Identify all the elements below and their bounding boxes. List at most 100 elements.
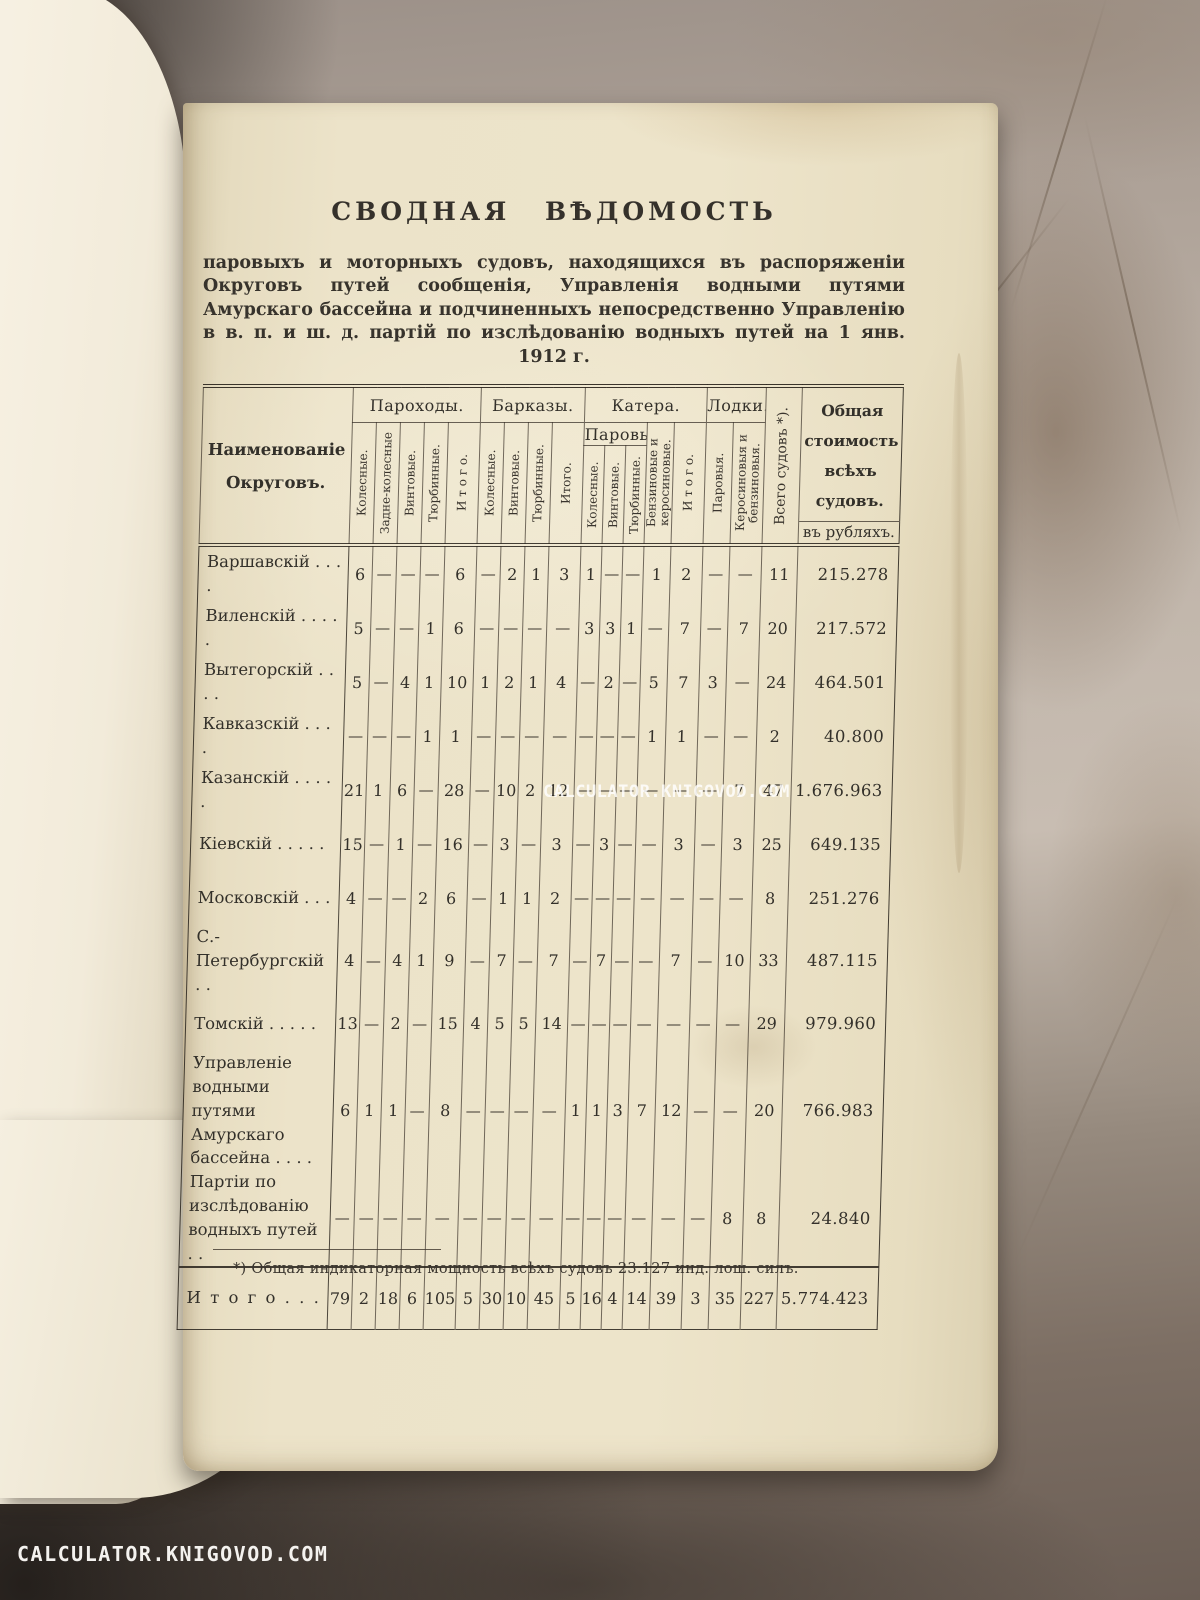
- group-steamships: Пароходы.: [352, 386, 482, 423]
- table-cell: 6: [441, 601, 476, 656]
- table-cell: 4: [338, 871, 364, 926]
- col-barge-screw: Винтовые.: [501, 422, 529, 546]
- table-cell: —: [728, 545, 763, 602]
- table-cell: —: [633, 871, 662, 926]
- table-cell: 7: [589, 925, 613, 997]
- table-cell: 15: [430, 996, 465, 1051]
- table-cell: —: [631, 925, 661, 997]
- table-cell: 1: [619, 601, 643, 656]
- page-curl-shadow: [950, 353, 968, 873]
- table-cell: 1: [642, 545, 672, 602]
- table-row: Московскій . . . 4— —2 6—1 1 2— — — — — — —8 251.276: [188, 871, 890, 926]
- table-cell: 3: [547, 545, 582, 602]
- table-cell: 7: [658, 925, 693, 997]
- table-cell: —: [701, 545, 731, 602]
- table-cell: —: [466, 871, 492, 926]
- table-cell: —: [656, 996, 691, 1051]
- table-cell: 3: [491, 817, 518, 872]
- footnote-rule: [213, 1249, 441, 1250]
- table-cell: 6: [347, 545, 374, 602]
- table-cell: 1: [365, 763, 391, 818]
- table-cell: —: [616, 709, 640, 764]
- table-cell: 1: [408, 925, 435, 997]
- table-cell: —: [406, 996, 433, 1051]
- watermark-bottom-left: CALCULATOR.KNIGOVOD.COM: [17, 1542, 329, 1566]
- total-vessels-header: Всего судовъ *).: [762, 386, 803, 546]
- name-column-header: Наименованіе Округовъ.: [199, 386, 354, 546]
- table-cell: 1: [523, 545, 550, 602]
- table-cell: 1.676.963: [790, 763, 893, 818]
- table-cell: —: [712, 1050, 748, 1171]
- table-cell: 4: [384, 925, 411, 997]
- table-cell: —: [342, 709, 369, 764]
- table-cell: —: [467, 817, 494, 872]
- page-title: СВОДНАЯ ВѢДОМОСТЬ: [331, 197, 777, 226]
- table-cell: 2: [755, 709, 794, 764]
- table-cell: —: [574, 709, 598, 764]
- table-row: Управленіе водными путями Амурскаго басс…: [181, 1050, 885, 1171]
- table-cell: —: [507, 1050, 535, 1171]
- table-cell: 29: [747, 996, 786, 1051]
- col-barge-turbine: Тюрбинные.: [525, 422, 553, 546]
- table-cell: —: [690, 925, 720, 997]
- table-cell: —: [515, 817, 542, 872]
- table-row: С.-Петербургскій . . 4—4 1 9—7—7—7— —7—10 33 4…: [186, 925, 889, 997]
- table-cell: 33: [749, 925, 788, 997]
- table-cell: 1: [579, 545, 603, 602]
- col-barge-wheeled: Колесные.: [477, 422, 505, 546]
- district-label: С.-Петербургскій . .: [186, 925, 339, 997]
- table-cell: —: [358, 996, 385, 1051]
- table-cell: —: [610, 925, 634, 997]
- summary-table: Наименованіе Округовъ. Пароходы. Барказы…: [176, 384, 905, 1330]
- table-cell: —: [369, 601, 396, 656]
- table-cell: 7: [488, 925, 515, 997]
- district-label: Виленскій . . . . .: [195, 601, 348, 656]
- table-cell: 1: [414, 709, 441, 764]
- table-cell: —: [629, 996, 659, 1051]
- table-cell: 13: [334, 996, 361, 1051]
- cost-header-label: Общая стоимость всѣхъ судовъ.: [804, 401, 899, 511]
- table-cell: —: [634, 817, 664, 872]
- table-cell: —: [366, 709, 393, 764]
- district-label: Кавказскій . . . .: [192, 709, 345, 764]
- table-cell: 12: [653, 1050, 689, 1171]
- table-cell: —: [368, 655, 394, 710]
- table-cell: —: [600, 545, 624, 602]
- table-cell: 6: [389, 763, 415, 818]
- table-cell: —: [660, 871, 694, 926]
- table-cell: 15: [339, 817, 366, 872]
- table-cell: 3: [598, 601, 622, 656]
- table-cell: —: [371, 545, 398, 602]
- col-steam-wheeled: Колесные.: [349, 422, 377, 546]
- table-cell: —: [587, 996, 611, 1051]
- table-cell: 3: [539, 817, 574, 872]
- table-cell: 10: [440, 655, 474, 710]
- page-content: СВОДНАЯ ВѢДОМОСТЬ паровыхъ и моторныхъ с…: [176, 103, 905, 1330]
- table-body: Варшавскій . . . . 6— — —6—2 1 3 1— —1 2— —11 215.…: [177, 545, 900, 1330]
- table-cell: 217.572: [794, 601, 898, 656]
- table-cell: 1: [520, 655, 546, 710]
- table-cell: —: [475, 545, 502, 602]
- table-cell: —: [618, 655, 641, 710]
- footnote-text: *) Общая индикаторная мощность всѣхъ суд…: [233, 1261, 799, 1277]
- table-cell: 21: [341, 763, 367, 818]
- table-cell: 2: [517, 763, 543, 818]
- table-cell: 2: [410, 871, 436, 926]
- table-cell: —: [531, 1050, 567, 1171]
- col-steam-turbine: Тюрбинные.: [421, 422, 449, 546]
- table-cell: —: [692, 871, 721, 926]
- table-cell: —: [360, 925, 387, 997]
- table-cell: 8: [751, 871, 789, 926]
- table-cell: 766.983: [780, 1050, 885, 1171]
- table-cell: 1: [355, 1050, 383, 1171]
- table-cell: 20: [758, 601, 797, 656]
- table-cell: —: [608, 996, 632, 1051]
- col-launch-total: И т о г о.: [671, 422, 707, 546]
- table-cell: 1: [416, 655, 442, 710]
- table-cell: —: [497, 601, 524, 656]
- intro-paragraph: паровыхъ и моторныхъ судовъ, находящихся…: [203, 253, 905, 367]
- table-cell: 8: [427, 1050, 463, 1171]
- district-label: Кіевскій . . . . .: [189, 817, 342, 872]
- table-cell: —: [570, 871, 593, 926]
- table-cell: —: [696, 709, 726, 764]
